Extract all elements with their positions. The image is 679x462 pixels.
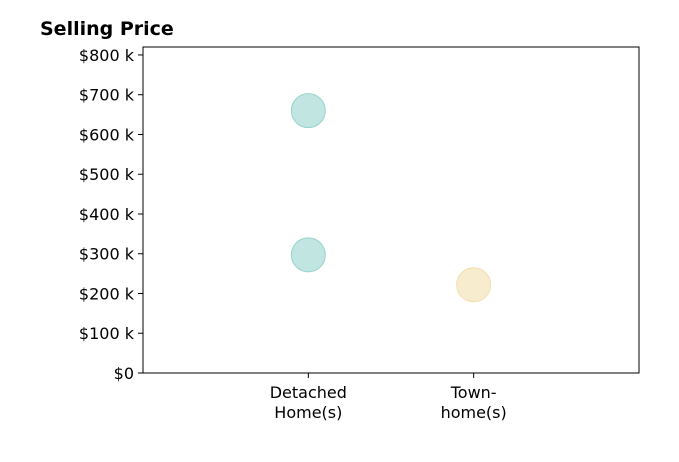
y-tick-label: $400 k (79, 205, 135, 224)
y-tick-label: $0 (114, 364, 134, 383)
y-tick-label: $100 k (79, 324, 135, 343)
y-tick-label: $300 k (79, 245, 135, 264)
x-tick-label: Home(s) (274, 403, 342, 422)
data-point (290, 93, 326, 129)
data-point (456, 267, 492, 303)
data-points (290, 93, 492, 303)
y-tick-label: $800 k (79, 46, 135, 65)
y-tick-label: $500 k (79, 165, 135, 184)
y-tick-label: $200 k (79, 284, 135, 303)
x-tick-label: Detached (270, 383, 347, 402)
plot-area-frame (142, 46, 640, 374)
chart-title: Selling Price (40, 18, 174, 40)
x-tick-label: home(s) (441, 403, 507, 422)
y-axis: $0 $100 k $200 k $300 k $400 k $500 k $600 k $7… (79, 46, 143, 383)
x-tick-label: Town- (450, 383, 497, 402)
data-point (290, 237, 326, 273)
y-tick-label: $700 k (79, 86, 135, 105)
y-tick-label: $600 k (79, 125, 135, 144)
